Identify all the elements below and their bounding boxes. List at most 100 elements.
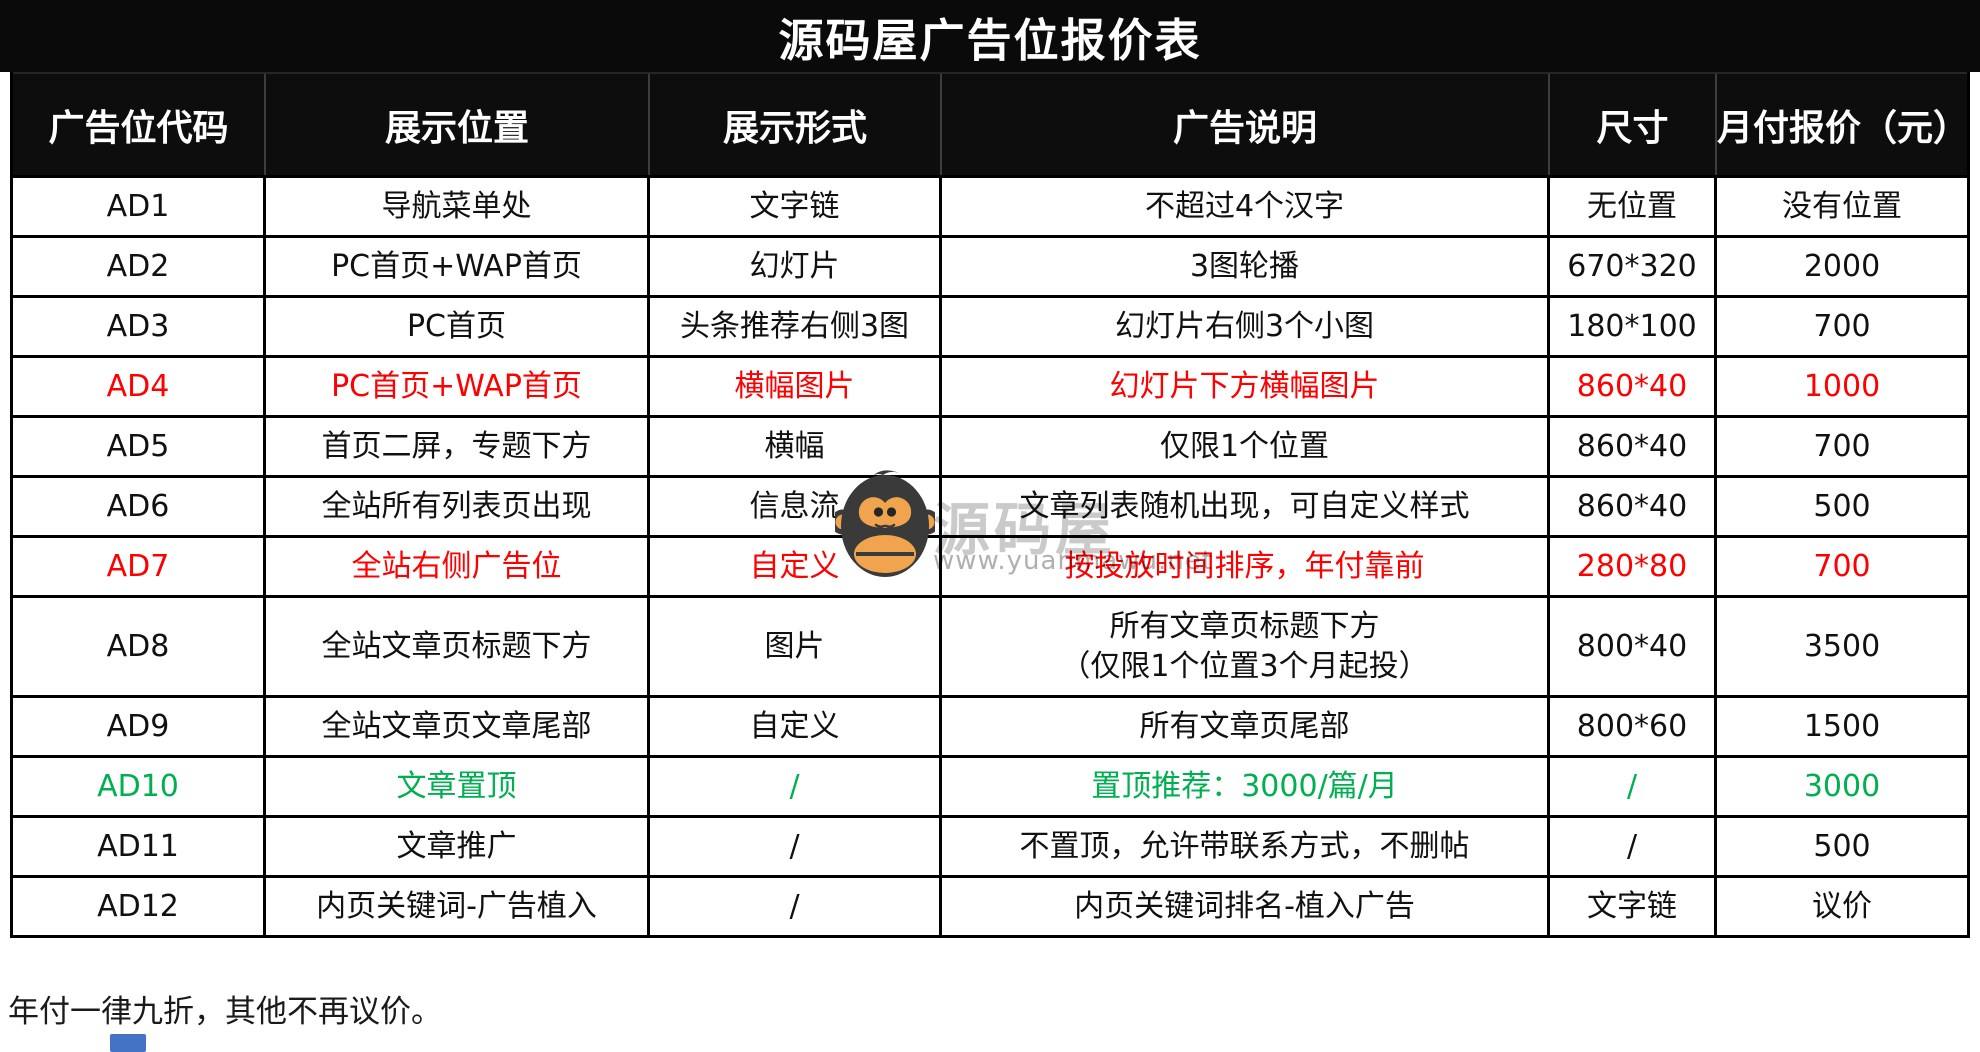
cell-description: 内页关键词排名-植入广告 <box>942 878 1550 935</box>
cell-description: 不置顶，允许带联系方式，不删帖 <box>942 818 1550 875</box>
cell-format: / <box>650 818 942 875</box>
cell-size: / <box>1550 758 1717 815</box>
description-line-1: 内页关键词排名-植入广告 <box>1074 888 1415 924</box>
cell-price: 1000 <box>1803 368 1881 404</box>
description-line-1: 文章列表随机出现，可自定义样式 <box>1019 488 1470 524</box>
cell-description: 置顶推荐：3000/篇/月 <box>942 758 1550 815</box>
table-row: AD8 全站文章页标题下方 图片 所有文章页标题下方 （仅限1个位置3个月起投）… <box>13 595 1967 695</box>
description-line-1: 幻灯片下方横幅图片 <box>1109 368 1380 404</box>
cell-format: 头条推荐右侧3图 <box>650 298 942 355</box>
cell-size: 800*60 <box>1550 698 1717 755</box>
cell-ad-code: AD10 <box>13 758 266 815</box>
cell-size: 文字链 <box>1550 878 1717 935</box>
cell-price: 3000 <box>1803 768 1881 804</box>
cell-format: 图片 <box>650 598 942 695</box>
cell-position: PC首页 <box>266 298 650 355</box>
cell-ad-code: AD9 <box>13 698 266 755</box>
cell-description: 不超过4个汉字 <box>942 178 1550 235</box>
cell-position: 全站右侧广告位 <box>266 538 650 595</box>
table-row: AD6 全站所有列表页出现 信息流 文章列表随机出现，可自定义样式 860*40… <box>13 475 1967 535</box>
cell-description: 按投放时间排序，年付靠前 <box>942 538 1550 595</box>
description-line-1: 仅限1个位置 <box>1159 428 1330 464</box>
column-header-format: 展示形式 <box>650 74 942 175</box>
cell-format: / <box>650 758 942 815</box>
cell-size: 860*40 <box>1550 478 1717 535</box>
footer-note: 年付一律九折，其他不再议价。 <box>8 994 442 1030</box>
cell-price: 2000 <box>1803 248 1881 284</box>
cell-ad-code: AD8 <box>13 598 266 695</box>
description-line-1: 置顶推荐：3000/篇/月 <box>1091 768 1398 804</box>
table-row: AD3 PC首页 头条推荐右侧3图 幻灯片右侧3个小图 180*100 700 <box>13 295 1967 355</box>
column-header-position: 展示位置 <box>266 74 650 175</box>
cell-size: 180*100 <box>1550 298 1717 355</box>
cell-position: PC首页+WAP首页 <box>266 358 650 415</box>
cell-position: 文章推广 <box>266 818 650 875</box>
table-row: AD4 PC首页+WAP首页 横幅图片 幻灯片下方横幅图片 860*40 100… <box>13 355 1967 415</box>
sheet-title-band: 源码屋广告位报价表 <box>0 0 1980 72</box>
cell-description: 所有文章页标题下方 （仅限1个位置3个月起投） <box>942 598 1550 695</box>
table-row: AD10 文章置顶 / 置顶推荐：3000/篇/月 / 3000 <box>13 755 1967 815</box>
page-title: 源码屋广告位报价表 <box>778 13 1202 67</box>
cell-size: 860*40 <box>1550 358 1717 415</box>
cell-size: / <box>1550 818 1717 875</box>
cell-format: 信息流 <box>650 478 942 535</box>
cell-price: 500 <box>1813 488 1871 524</box>
cell-ad-code: AD4 <box>13 358 266 415</box>
cell-position: 全站文章页标题下方 <box>266 598 650 695</box>
table-row: AD11 文章推广 / 不置顶，允许带联系方式，不删帖 / 500 <box>13 815 1967 875</box>
table-row: AD12 内页关键词-广告植入 / 内页关键词排名-植入广告 文字链 议价 <box>13 875 1967 935</box>
cell-size: 800*40 <box>1550 598 1717 695</box>
cell-format: 自定义 <box>650 538 942 595</box>
pricing-table: 广告位代码 展示位置 展示形式 广告说明 尺寸 月付报价（元） AD1 导航菜单… <box>10 72 1970 938</box>
cell-ad-code: AD7 <box>13 538 266 595</box>
cell-price: 700 <box>1813 308 1871 344</box>
cell-size: 280*80 <box>1550 538 1717 595</box>
cell-position: 内页关键词-广告植入 <box>266 878 650 935</box>
cell-format: / <box>650 878 942 935</box>
cell-format: 文字链 <box>650 178 942 235</box>
cell-position: 首页二屏，专题下方 <box>266 418 650 475</box>
table-row: AD7 全站右侧广告位 自定义 按投放时间排序，年付靠前 280*80 700 <box>13 535 1967 595</box>
cell-format: 横幅图片 <box>650 358 942 415</box>
cell-ad-code: AD3 <box>13 298 266 355</box>
cell-price: 1500 <box>1803 708 1881 744</box>
table-row: AD5 首页二屏，专题下方 横幅 仅限1个位置 860*40 700 <box>13 415 1967 475</box>
cell-description: 文章列表随机出现，可自定义样式 <box>942 478 1550 535</box>
cell-price: 700 <box>1813 428 1871 464</box>
description-line-1: 所有文章页尾部 <box>1139 708 1350 744</box>
cell-format: 幻灯片 <box>650 238 942 295</box>
cell-description: 幻灯片下方横幅图片 <box>942 358 1550 415</box>
column-header-desc: 广告说明 <box>942 74 1550 175</box>
description-line-1: 3图轮播 <box>1189 248 1300 284</box>
description-line-1: 幻灯片右侧3个小图 <box>1114 308 1375 344</box>
description-line-1: 不置顶，允许带联系方式，不删帖 <box>1019 828 1470 864</box>
cell-size: 860*40 <box>1550 418 1717 475</box>
cell-price: 500 <box>1813 828 1871 864</box>
table-row: AD9 全站文章页文章尾部 自定义 所有文章页尾部 800*60 1500 <box>13 695 1967 755</box>
description-line-1: 按投放时间排序，年付靠前 <box>1064 548 1425 584</box>
table-row: AD1 导航菜单处 文字链 不超过4个汉字 无位置 没有位置 <box>13 175 1967 235</box>
cell-price: 议价 <box>1812 888 1872 924</box>
cell-ad-code: AD5 <box>13 418 266 475</box>
cell-position: PC首页+WAP首页 <box>266 238 650 295</box>
cell-position: 全站所有列表页出现 <box>266 478 650 535</box>
cell-format: 横幅 <box>650 418 942 475</box>
cell-price: 3500 <box>1803 628 1881 664</box>
cell-description: 幻灯片右侧3个小图 <box>942 298 1550 355</box>
cell-position: 文章置顶 <box>266 758 650 815</box>
description-line-1: 所有文章页标题下方 <box>1109 608 1380 644</box>
column-header-size: 尺寸 <box>1550 74 1717 175</box>
cell-description: 3图轮播 <box>942 238 1550 295</box>
cell-ad-code: AD6 <box>13 478 266 535</box>
cell-price: 700 <box>1813 548 1871 584</box>
cell-ad-code: AD12 <box>13 878 266 935</box>
cell-position: 导航菜单处 <box>266 178 650 235</box>
cell-size: 670*320 <box>1550 238 1717 295</box>
cell-description: 所有文章页尾部 <box>942 698 1550 755</box>
blue-fragment <box>110 1034 146 1052</box>
description-line-1: 不超过4个汉字 <box>1144 188 1345 224</box>
column-header-ad-code: 广告位代码 <box>13 74 266 175</box>
cell-price: 没有位置 <box>1782 188 1902 224</box>
table-body: AD1 导航菜单处 文字链 不超过4个汉字 无位置 没有位置 AD2 PC首页+… <box>13 175 1967 935</box>
